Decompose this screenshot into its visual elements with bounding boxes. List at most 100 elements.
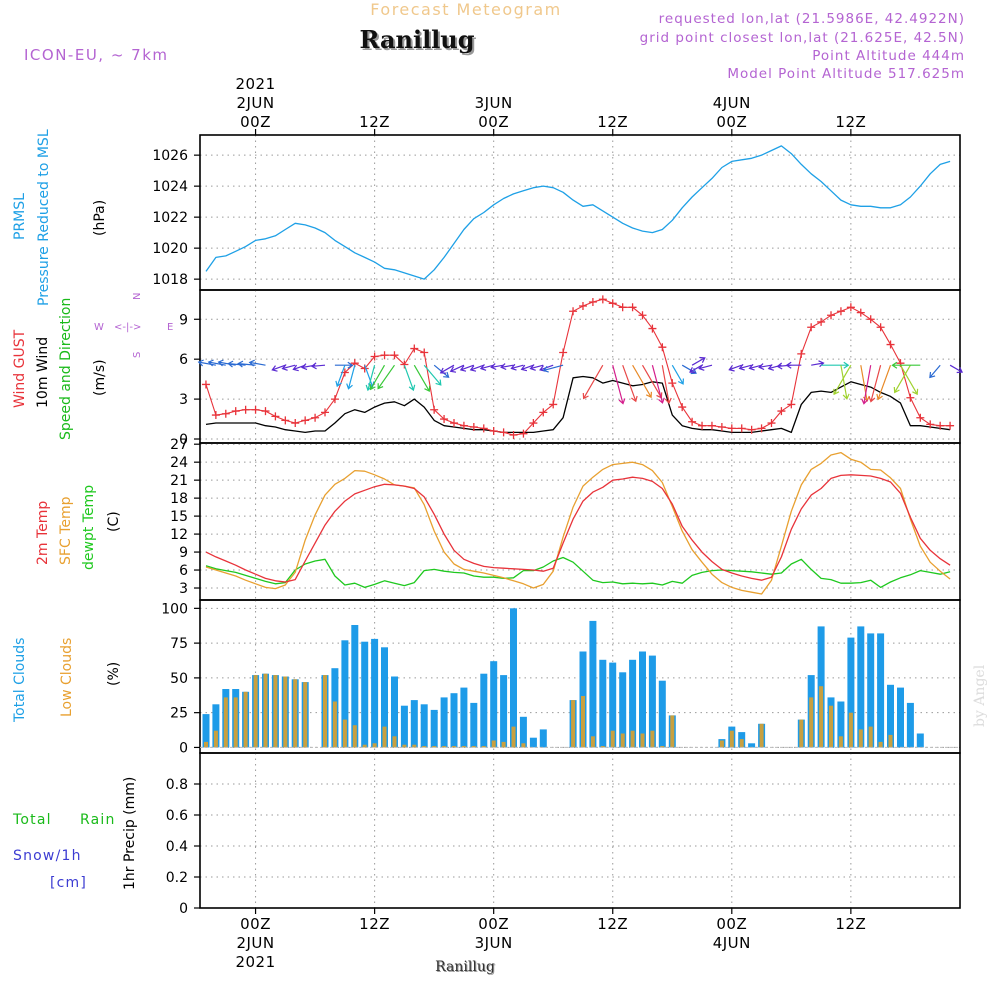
total-cloud-bar [639,652,646,748]
precip-snow-unit: [cm] [50,875,87,891]
clouds-ytick-label: 25 [170,706,188,722]
wind-gust-marker [202,380,210,388]
precip-ytick-label: 0.4 [166,839,188,855]
model-point-altitude: Model Point Altitude 517.625m [727,66,965,82]
wind-gust-marker [738,424,746,432]
precip-ytick-label: 0 [179,901,188,917]
total-cloud-bar [857,626,864,747]
temp-ytick-label: 21 [170,473,188,489]
wind-gust-marker [271,412,279,420]
celsius-unit-label: (C) [106,511,122,532]
compass-w: W [94,322,104,333]
sfc-temp-label: SFC Temp [58,496,74,565]
wind-gust-marker [807,323,815,331]
wind-arrow [613,365,625,403]
prmsl-line [206,146,950,279]
temperature-panel: 369121518212427 [170,437,960,600]
bottom-axis-label: 12Z [597,915,628,933]
total-cloud-bar [907,703,914,748]
precip-unit-label: 1hr Precip (mm) [122,777,138,890]
wind-gust-marker [688,418,696,426]
dewpt-line [206,558,950,588]
low-cloud-bar [303,682,307,747]
temp-ytick-label: 27 [170,437,188,453]
low-cloud-bar [869,727,873,748]
top-axis-label: 12Z [597,113,628,131]
bottom-axis-label: 2021 [235,953,275,971]
total-cloud-bar [490,661,497,747]
temp-ytick-label: 6 [179,563,188,579]
wind-ytick-label: 6 [179,352,188,368]
low-cloud-bar [333,702,337,748]
meteogram: Forecast Meteogram Ranillug Ranillug ICO… [0,0,1000,1000]
low-cloud-bar [621,734,625,748]
clouds-ytick-label: 0 [179,740,188,756]
wind-gust-marker [480,424,488,432]
forecast-title: Forecast Meteogram [370,0,561,19]
low-cloud-bar [293,679,297,747]
hpa-unit-label: (hPa) [92,200,108,236]
wind-arrow [834,365,851,394]
pressure-frame [200,135,960,290]
top-axis-label: 3JUN [475,94,513,112]
low-cloud-bar [631,731,635,748]
wind-gust-marker [569,307,577,315]
low-cloud-bar [571,700,575,747]
wind-arrow [378,365,394,388]
total-cloud-bar [411,700,418,747]
wind-10m-line [206,377,950,433]
wind-arrow [250,360,266,366]
low-cloud-bar [611,731,615,748]
wind-gust-marker [301,416,309,424]
low-cloud-bar [670,715,674,747]
bottom-axis-label: 00Z [240,915,271,933]
bottom-axis-label: 00Z [716,915,747,933]
low-cloud-bar [879,742,883,748]
top-axis-label: 00Z [240,113,271,131]
bottom-axis-label: 4JUN [713,934,751,952]
percent-unit-label: (%) [106,662,122,686]
bottom-axis-label: 00Z [478,915,509,933]
wind-arrow [404,365,414,390]
wind-gust-marker [857,309,865,317]
grid-point-coords: grid point closest lon,lat (21.625E, 42.… [640,30,965,46]
wind-gust-marker [668,379,676,387]
low-cloud-bar [502,742,506,748]
low-cloud-bar [521,743,525,747]
wind-gust-marker [658,343,666,351]
requested-coords: requested lon,lat (21.5986E, 42.4922N) [659,11,965,27]
pressure-ytick-label: 1022 [152,210,188,226]
total-clouds-label: Total Clouds [12,638,28,723]
wind-arrow [312,363,325,369]
low-cloud-bar [492,741,496,748]
low-cloud-bar [234,697,238,747]
wind-gust-marker [321,408,329,416]
temp-ytick-label: 18 [170,491,188,507]
temp-ytick-label: 15 [170,509,188,525]
wind-gust-marker [410,345,418,353]
low-cloud-bar [720,741,724,748]
wind-gust-marker [500,428,508,436]
total-cloud-bar [530,738,537,748]
wind-arrow [347,365,355,389]
low-cloud-bar [819,686,823,747]
total-cloud-bar [371,639,378,748]
low-cloud-bar [512,727,516,748]
wind-10m-label: 10m Wind [35,337,51,408]
temp-ytick-label: 3 [179,581,188,597]
low-cloud-bar [214,731,218,748]
wind-gust-marker [906,394,914,402]
ms-unit-label: (m/s) [92,359,108,396]
low-cloud-bar [383,727,387,748]
pressure-ytick-label: 1026 [152,148,188,164]
pressure-ytick-label: 1018 [152,272,188,288]
wind-gust-marker [261,407,269,415]
clouds-ytick-label: 75 [170,636,188,652]
low-cloud-bar [730,731,734,748]
low-cloud-bar [393,736,397,747]
low-cloud-bar [760,724,764,748]
precip-snow-label: Snow/1h [13,848,82,864]
wind-gust-marker [420,349,428,357]
clouds-panel: 0255075100 [161,600,960,756]
wind-gust-marker [837,307,845,315]
